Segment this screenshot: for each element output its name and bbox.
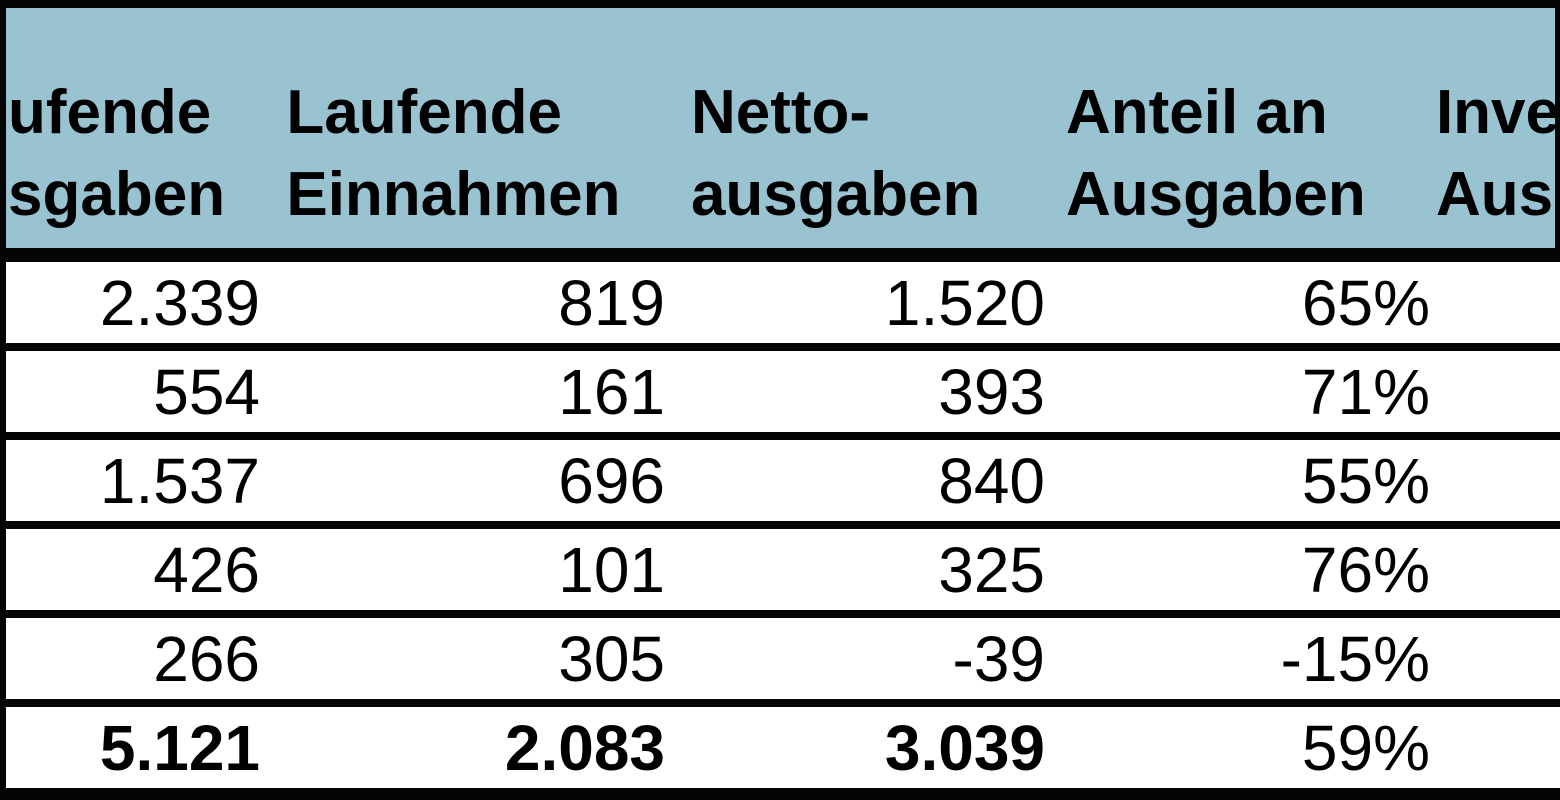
table-header-row: ufende sgaben Laufende Einnahmen Netto- … — [0, 8, 1560, 248]
cell-laufende-einnahmen: 819 — [558, 266, 665, 339]
row-rule — [0, 343, 1560, 351]
header-cell-anteil-an-ausgaben: Anteil an Ausgaben — [1039, 8, 1419, 248]
cell-anteil-an-ausgaben: 71% — [1301, 355, 1430, 428]
header-line: Aus — [1435, 160, 1554, 229]
cell-laufende-einnahmen: 305 — [558, 622, 665, 695]
table-bottom-border — [0, 788, 1560, 800]
cell-laufende-einnahmen: 161 — [558, 355, 665, 428]
header-line: Anteil an — [1065, 78, 1328, 147]
cell-laufende-einnahmen: 101 — [558, 533, 665, 606]
header-line: Laufende — [286, 78, 562, 147]
header-cell-investive-ausgaben: Inve Aus — [1419, 8, 1560, 248]
cell-laufende-ausgaben: 1.537 — [99, 444, 260, 517]
cell-total-netto-ausgaben: 3.039 — [884, 711, 1045, 784]
header-line: Netto- — [690, 78, 871, 147]
header-bottom-rule — [0, 248, 1560, 262]
row-rule — [0, 610, 1560, 618]
cell-investive-ausgaben — [1438, 440, 1560, 521]
row-rule — [0, 521, 1560, 529]
row-rule — [0, 699, 1560, 707]
header-right-border — [1555, 0, 1560, 262]
table-left-border — [0, 0, 6, 800]
cell-investive-ausgaben — [1438, 262, 1560, 343]
cell-netto-ausgaben: -39 — [952, 622, 1046, 695]
cell-investive-ausgaben — [1438, 529, 1560, 610]
table-top-border — [0, 0, 1560, 8]
cell-anteil-an-ausgaben: 76% — [1301, 533, 1430, 606]
header-line: sgaben — [8, 160, 226, 229]
header-line: Inve — [1435, 78, 1560, 147]
cell-total-investive-ausgaben — [1438, 707, 1560, 788]
cell-anteil-an-ausgaben: 65% — [1301, 266, 1430, 339]
header-cell-laufende-einnahmen: Laufende Einnahmen — [264, 8, 664, 248]
header-line: Ausgaben — [1065, 160, 1366, 229]
cell-laufende-einnahmen: 696 — [558, 444, 665, 517]
row-rule — [0, 432, 1560, 440]
header-line: Einnahmen — [286, 160, 621, 229]
cell-anteil-an-ausgaben: 55% — [1301, 444, 1430, 517]
cell-total-laufende-einnahmen: 2.083 — [504, 711, 665, 784]
cell-netto-ausgaben: 1.520 — [884, 266, 1045, 339]
cell-netto-ausgaben: 325 — [938, 533, 1045, 606]
cell-netto-ausgaben: 393 — [938, 355, 1045, 428]
table-row: 2.339 819 1.520 65% — [0, 262, 1560, 343]
header-line: ausgaben — [690, 160, 981, 229]
cell-anteil-an-ausgaben: -15% — [1280, 622, 1430, 695]
table-row: 266 305 -39 -15% — [0, 618, 1560, 699]
cell-investive-ausgaben — [1438, 351, 1560, 432]
cell-netto-ausgaben: 840 — [938, 444, 1045, 517]
table-row-total: 5.121 2.083 3.039 59% — [0, 707, 1560, 788]
table-row: 554 161 393 71% — [0, 351, 1560, 432]
cell-total-laufende-ausgaben: 5.121 — [99, 711, 260, 784]
header-cell-laufende-ausgaben: ufende sgaben — [0, 8, 264, 248]
cell-total-anteil-an-ausgaben: 59% — [1301, 711, 1430, 784]
cell-laufende-ausgaben: 554 — [153, 355, 260, 428]
cell-investive-ausgaben — [1438, 618, 1560, 699]
table-row: 1.537 696 840 55% — [0, 440, 1560, 521]
header-cell-netto-ausgaben: Netto- ausgaben — [664, 8, 1039, 248]
cell-laufende-ausgaben: 2.339 — [99, 266, 260, 339]
table-row: 426 101 325 76% — [0, 529, 1560, 610]
header-line: ufende — [8, 78, 212, 147]
cell-laufende-ausgaben: 266 — [153, 622, 260, 695]
cell-laufende-ausgaben: 426 — [153, 533, 260, 606]
